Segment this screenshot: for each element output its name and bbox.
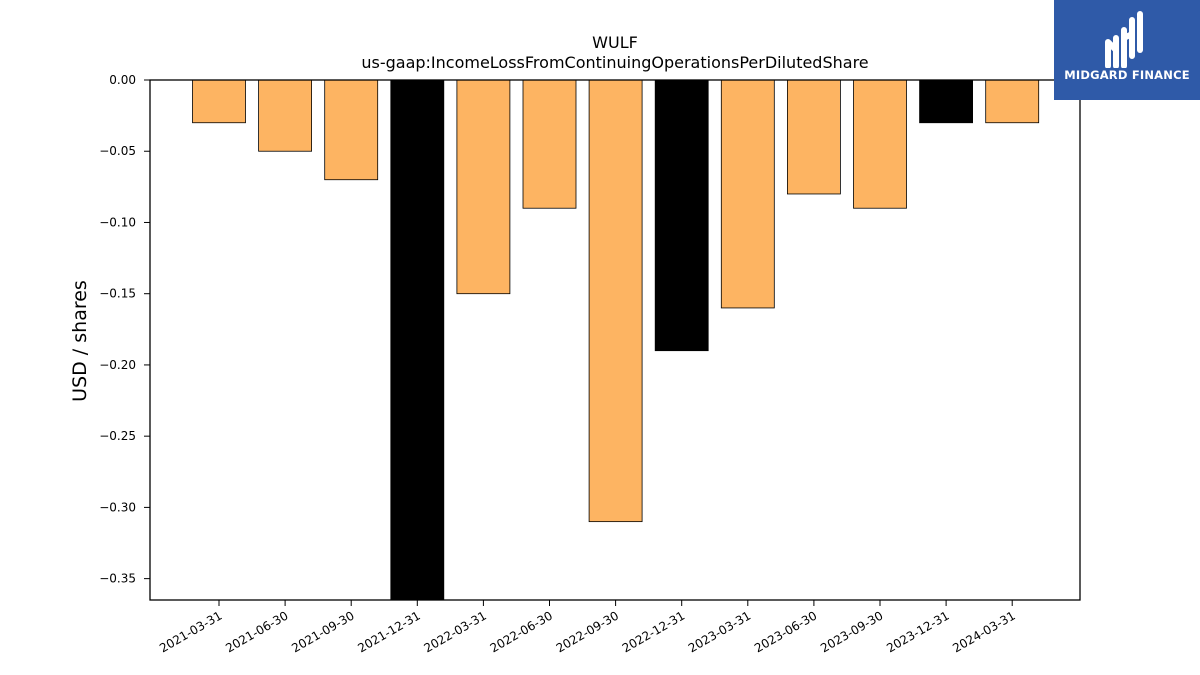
x-tick-label: 2022-09-30 <box>554 608 621 655</box>
x-tick-label: 2024-03-31 <box>950 608 1017 655</box>
y-tick-label: −0.20 <box>99 358 136 372</box>
bars-group <box>192 79 1040 601</box>
x-tick-label: 2021-12-31 <box>355 608 422 655</box>
bar-2024-03-31 <box>985 79 1040 124</box>
bar-2023-06-30 <box>787 79 841 195</box>
y-axis-label: USD / shares <box>69 280 91 402</box>
y-ticks-group: 0.00 −0.05 −0.10 −0.15 −0.20 −0.25 −0.30 −0.35 <box>99 73 150 586</box>
y-tick-label: −0.05 <box>99 144 136 158</box>
chart-title: WULF <box>592 33 638 52</box>
bar-2022-12-31 <box>654 79 709 352</box>
x-tick-label: 2021-09-30 <box>289 608 356 655</box>
bar-2021-12-31 <box>390 79 445 601</box>
x-tick-label: 2023-09-30 <box>818 608 885 655</box>
bar-2022-06-30 <box>522 79 577 209</box>
x-tick-label: 2022-06-30 <box>488 608 555 655</box>
logo-text: MIDGARD FINANCE <box>1064 68 1190 82</box>
bar-2023-09-30 <box>853 79 907 209</box>
y-tick-label: −0.35 <box>99 572 136 586</box>
x-tick-label: 2022-12-31 <box>620 608 687 655</box>
x-tick-label: 2023-03-31 <box>686 608 753 655</box>
x-tick-label: 2021-06-30 <box>223 608 290 655</box>
bar-2021-03-31 <box>192 79 246 124</box>
y-tick-label: 0.00 <box>109 73 136 87</box>
midgard-finance-logo: MIDGARD FINANCE <box>1054 0 1200 100</box>
y-tick-label: −0.10 <box>99 215 136 229</box>
x-tick-label: 2021-03-31 <box>157 608 224 655</box>
x-ticks-group: 2021-03-312021-06-302021-09-302021-12-31… <box>157 600 1018 655</box>
chart-subtitle: us-gaap:IncomeLossFromContinuingOperatio… <box>361 53 868 72</box>
y-tick-label: −0.15 <box>99 287 136 301</box>
bar-2022-03-31 <box>456 79 511 295</box>
x-tick-label: 2023-12-31 <box>884 608 951 655</box>
bar-2021-09-30 <box>324 79 379 181</box>
x-tick-label: 2022-03-31 <box>421 608 488 655</box>
midgard-logo-icon <box>1105 11 1143 68</box>
bar-2022-09-30 <box>588 79 643 523</box>
bar-2023-12-31 <box>919 79 973 124</box>
y-tick-label: −0.30 <box>99 500 136 514</box>
bar-2021-06-30 <box>258 79 313 152</box>
bar-2023-03-31 <box>720 79 775 309</box>
x-tick-label: 2023-06-30 <box>752 608 819 655</box>
y-tick-label: −0.25 <box>99 429 136 443</box>
plot-frame <box>149 79 1081 601</box>
